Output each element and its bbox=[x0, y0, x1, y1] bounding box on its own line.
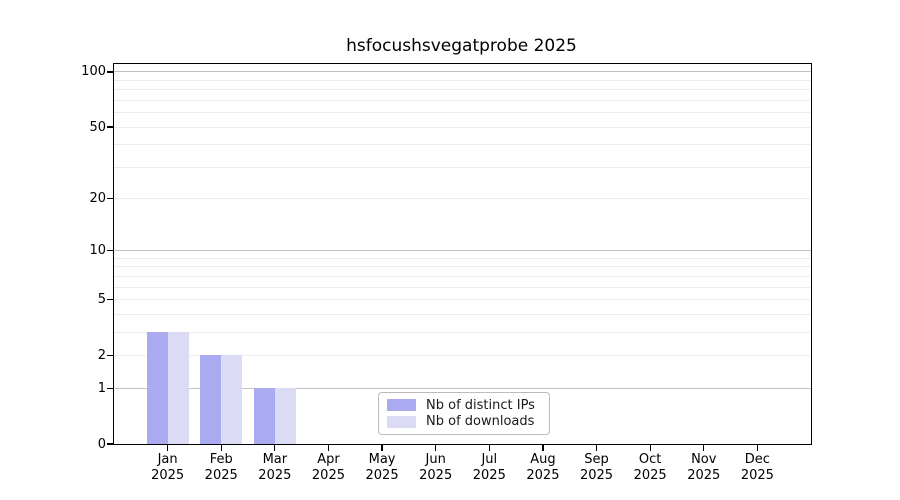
x-tick bbox=[488, 445, 490, 451]
gridline-minor bbox=[114, 313, 811, 315]
x-tick-label-month: Feb bbox=[209, 452, 233, 467]
x-tick-label: Oct 2025 bbox=[615, 452, 685, 484]
plot-area: Nb of distinct IPs Nb of downloads 100 50… bbox=[81, 63, 812, 483]
gridline-minor bbox=[114, 354, 811, 356]
gridline-minor bbox=[114, 99, 811, 101]
x-tick bbox=[542, 445, 544, 451]
x-tick-label: Jul 2025 bbox=[454, 452, 524, 484]
y-tick bbox=[107, 298, 113, 301]
bar-downloads bbox=[167, 332, 189, 444]
legend-swatch-distinct-ips bbox=[387, 399, 416, 412]
x-tick-label-month: Nov bbox=[691, 452, 717, 467]
bar-downloads bbox=[274, 388, 296, 444]
gridline-minor bbox=[114, 79, 811, 81]
x-tick-label-year: 2025 bbox=[687, 468, 721, 483]
y-tick-label: 20 bbox=[89, 191, 106, 207]
x-tick-label-year: 2025 bbox=[579, 468, 614, 483]
x-tick-label: May 2025 bbox=[347, 452, 417, 484]
x-tick-label-year: 2025 bbox=[633, 468, 667, 483]
y-tick bbox=[107, 387, 113, 389]
bar-distinct-ips bbox=[253, 388, 275, 444]
x-tick-label-month: Apr bbox=[317, 452, 340, 467]
legend: Nb of distinct IPs Nb of downloads bbox=[378, 392, 550, 435]
y-tick bbox=[107, 354, 113, 357]
x-tick-label: Mar 2025 bbox=[240, 452, 310, 484]
x-tick-label-year: 2025 bbox=[258, 468, 292, 483]
x-tick bbox=[327, 445, 330, 451]
y-tick-label: 5 bbox=[97, 292, 106, 308]
gridline-minor bbox=[114, 198, 811, 200]
legend-swatch-downloads bbox=[387, 415, 416, 428]
x-tick-label: Dec 2025 bbox=[722, 452, 792, 484]
x-tick-label-year: 2025 bbox=[472, 468, 506, 483]
y-tick-label: 50 bbox=[89, 119, 106, 135]
x-tick-label-year: 2025 bbox=[419, 468, 453, 483]
gridline-major bbox=[114, 250, 811, 252]
y-tick-label: 2 bbox=[97, 347, 106, 363]
x-tick-label-year: 2025 bbox=[204, 468, 238, 483]
x-tick bbox=[595, 445, 598, 451]
bar-downloads bbox=[221, 355, 243, 444]
chart-title: hsfocushsvegatprobe 2025 bbox=[346, 36, 577, 56]
x-tick bbox=[703, 445, 705, 451]
x-tick-label-month: May bbox=[368, 452, 396, 467]
gridline-major bbox=[114, 71, 811, 73]
x-tick-label: Nov 2025 bbox=[669, 452, 739, 484]
x-tick-label-year: 2025 bbox=[311, 468, 345, 483]
x-tick-label-year: 2025 bbox=[526, 468, 560, 483]
gridline-minor bbox=[114, 112, 811, 114]
x-tick bbox=[167, 445, 169, 451]
y-tick-label: 0 bbox=[97, 436, 106, 452]
x-tick-label: Jun 2025 bbox=[401, 452, 471, 484]
x-tick-label-month: Jan bbox=[157, 452, 178, 467]
x-tick-label-month: Dec bbox=[744, 452, 770, 467]
x-tick-label-year: 2025 bbox=[151, 468, 185, 483]
x-tick-label-month: Jun bbox=[425, 452, 446, 467]
gridline-minor bbox=[114, 126, 811, 128]
gridline-minor bbox=[114, 331, 811, 333]
y-tick-label: 10 bbox=[89, 243, 106, 259]
gridline-minor bbox=[114, 299, 811, 301]
gridline-minor bbox=[114, 275, 811, 277]
gridline-minor bbox=[114, 166, 811, 168]
gridline-minor bbox=[114, 89, 811, 91]
legend-label-distinct-ips: Nb of distinct IPs bbox=[426, 397, 535, 413]
gridline-minor bbox=[114, 266, 811, 268]
x-tick bbox=[649, 445, 651, 451]
x-tick bbox=[381, 445, 383, 451]
x-tick-label-month: Mar bbox=[262, 452, 288, 467]
x-tick-label-month: Sep bbox=[584, 452, 609, 467]
x-tick-label: Feb 2025 bbox=[186, 452, 256, 484]
gridline-major bbox=[114, 387, 811, 389]
gridline-minor bbox=[114, 286, 811, 288]
x-tick-label: Apr 2025 bbox=[293, 452, 363, 484]
y-tick bbox=[107, 71, 113, 73]
gridline-minor bbox=[114, 257, 811, 259]
bar-distinct-ips bbox=[200, 355, 222, 444]
x-tick-label: Jan 2025 bbox=[133, 452, 203, 484]
y-tick-label: 1 bbox=[97, 380, 106, 396]
legend-row-downloads: Nb of downloads bbox=[387, 414, 541, 431]
x-tick bbox=[274, 445, 276, 451]
legend-label-downloads: Nb of downloads bbox=[426, 414, 535, 430]
x-tick bbox=[435, 445, 437, 451]
x-tick bbox=[220, 445, 222, 451]
y-tick-label: 100 bbox=[81, 64, 106, 80]
x-tick-label-year: 2025 bbox=[740, 468, 774, 483]
x-tick-label-month: Oct bbox=[638, 452, 662, 467]
x-tick-label: Aug 2025 bbox=[508, 452, 578, 484]
x-tick-label-year: 2025 bbox=[365, 468, 399, 483]
y-tick bbox=[107, 197, 113, 200]
bar-distinct-ips bbox=[146, 332, 168, 444]
gridline-minor bbox=[114, 144, 811, 146]
x-tick-label-month: Aug bbox=[530, 452, 556, 467]
y-tick bbox=[107, 126, 113, 128]
x-tick bbox=[756, 445, 758, 451]
x-tick-label-month: Jul bbox=[481, 452, 498, 467]
x-tick-label: Sep 2025 bbox=[562, 452, 632, 484]
y-tick bbox=[107, 443, 113, 445]
y-tick bbox=[107, 250, 113, 252]
legend-row-distinct-ips: Nb of distinct IPs bbox=[387, 397, 541, 414]
